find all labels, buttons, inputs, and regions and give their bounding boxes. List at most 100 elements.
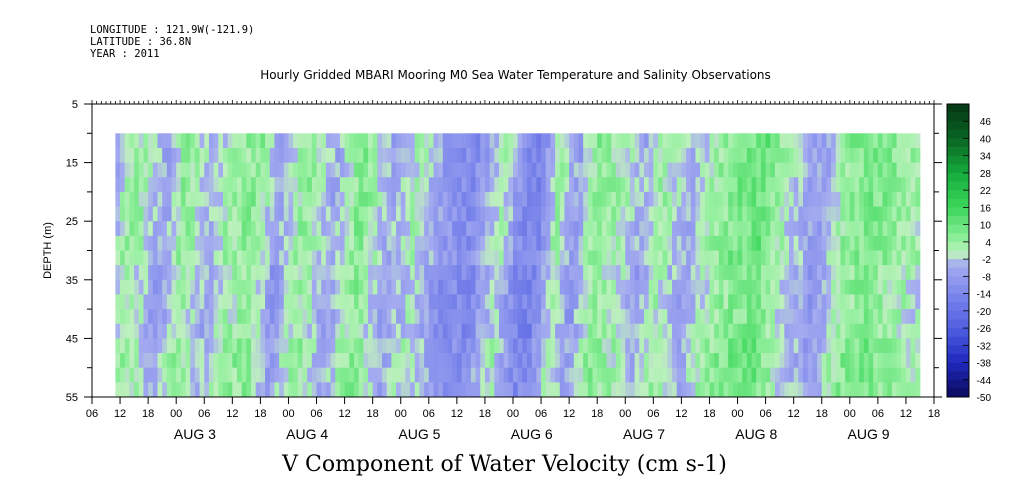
heatmap-cell (456, 250, 462, 266)
heatmap-cell (138, 338, 144, 354)
heatmap-cell (405, 235, 411, 251)
heatmap-cell (508, 177, 514, 193)
heatmap-cell (868, 221, 874, 237)
heatmap-cell (788, 294, 795, 310)
heatmap-cell (615, 338, 621, 354)
heatmap-cell (812, 353, 818, 369)
heatmap-cell (634, 382, 640, 398)
heatmap-cell (887, 265, 893, 281)
heatmap-cell (700, 279, 706, 295)
heatmap-cell (770, 133, 776, 149)
heatmap-cell (676, 338, 682, 354)
heatmap-cell (353, 221, 360, 237)
heatmap-cell (826, 265, 832, 281)
heatmap-cell (559, 382, 565, 398)
heatmap-cell (208, 221, 215, 237)
heatmap-cell (751, 177, 757, 193)
heatmap-cell (194, 235, 200, 251)
heatmap-cell (396, 338, 402, 354)
heatmap-cell (676, 206, 682, 222)
heatmap-cell (232, 382, 238, 398)
heatmap-cell (873, 382, 879, 398)
heatmap-cell (222, 191, 229, 207)
heatmap-cell (798, 353, 804, 369)
heatmap-cell (498, 367, 505, 383)
heatmap-cell (194, 147, 200, 163)
heatmap-cell (339, 382, 345, 398)
heatmap-cell (658, 206, 664, 222)
heatmap-cell (274, 323, 280, 339)
heatmap-cell (798, 147, 804, 163)
heatmap-cell (358, 338, 364, 354)
heatmap-cell (307, 338, 313, 354)
heatmap-cell (372, 133, 378, 149)
heatmap-cell (204, 250, 210, 266)
heatmap-cell (428, 382, 434, 398)
heatmap-cell (779, 206, 785, 222)
heatmap-cell (307, 367, 313, 383)
heatmap-cell (728, 206, 734, 222)
heatmap-cell (325, 133, 331, 149)
colorbar-label: 46 (980, 117, 992, 128)
heatmap-cell (583, 338, 589, 354)
heatmap-cell (475, 177, 481, 193)
heatmap-cell (279, 133, 285, 149)
heatmap-cell (840, 294, 846, 310)
heatmap-cell (746, 323, 752, 339)
heatmap-cell (157, 382, 163, 398)
heatmap-cell (774, 133, 781, 149)
heatmap-cell (583, 353, 589, 369)
heatmap-cell (620, 235, 626, 251)
heatmap-cell (442, 265, 448, 281)
heatmap-cell (442, 367, 448, 383)
heatmap-cell (349, 338, 355, 354)
heatmap-cell (386, 191, 392, 207)
heatmap-cell (190, 177, 196, 193)
heatmap-cell (157, 367, 163, 383)
heatmap-cell (896, 206, 902, 222)
heatmap-cell (279, 206, 285, 222)
heatmap-cell (690, 382, 696, 398)
heatmap-cell (414, 221, 420, 237)
heatmap-cell (798, 191, 804, 207)
heatmap-cell (185, 338, 191, 354)
heatmap-cell (358, 206, 364, 222)
heatmap-cell (138, 147, 144, 163)
heatmap-cell (419, 133, 425, 149)
heatmap-cell (517, 250, 523, 266)
heatmap-cell (845, 206, 851, 222)
heatmap-cell (812, 279, 818, 295)
heatmap-cell (293, 147, 299, 163)
heatmap-cell (503, 206, 509, 222)
heatmap-cell (676, 309, 682, 325)
heatmap-cell (162, 367, 168, 383)
heatmap-cell (704, 265, 710, 281)
heatmap-cell (508, 294, 514, 310)
heatmap-cell (840, 338, 846, 354)
heatmap-cell (428, 191, 434, 207)
heatmap-cell (470, 191, 476, 207)
heatmap-cell (774, 221, 781, 237)
heatmap-cell (190, 206, 196, 222)
heatmap-cell (863, 279, 869, 295)
heatmap-cell (788, 191, 795, 207)
heatmap-cell (709, 294, 715, 310)
heatmap-cell (555, 323, 561, 339)
heatmap-cell (419, 221, 425, 237)
x-tick-label: 18 (142, 408, 154, 420)
heatmap-cell (115, 235, 121, 251)
heatmap-cell (513, 177, 519, 193)
heatmap-cell (377, 338, 383, 354)
heatmap-cell (625, 250, 631, 266)
heatmap-cell (774, 265, 781, 281)
heatmap-cell (307, 133, 313, 149)
y-tick-label: 25 (66, 216, 78, 228)
heatmap-cell (840, 323, 846, 339)
heatmap-cell (166, 323, 172, 339)
heatmap-cell (667, 147, 673, 163)
heatmap-cell (784, 162, 790, 178)
heatmap-cell (728, 147, 734, 163)
heatmap-cell (770, 323, 776, 339)
heatmap-cell (531, 323, 537, 339)
